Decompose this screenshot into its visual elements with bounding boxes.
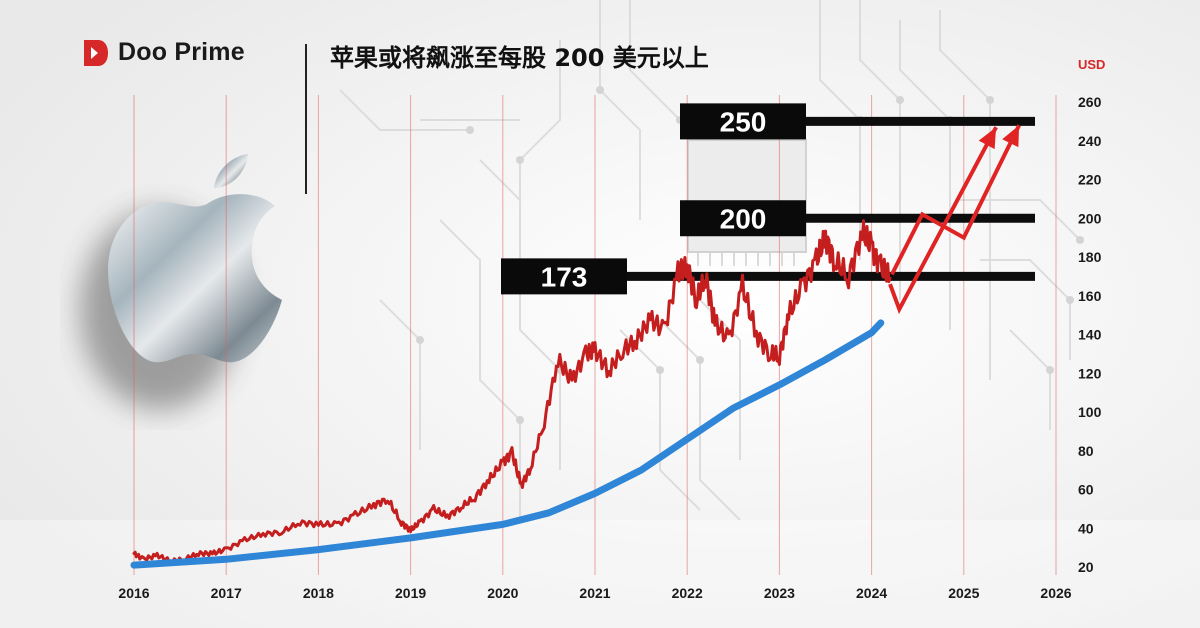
y-tick-label: 20: [1078, 559, 1094, 575]
y-unit-label: USD: [1078, 57, 1105, 72]
y-tick-label: 220: [1078, 172, 1102, 188]
header-divider: [305, 44, 307, 194]
trend-series-line: [130, 319, 885, 569]
y-tick-label: 240: [1078, 133, 1102, 149]
y-tick-label: 100: [1078, 404, 1102, 420]
y-tick-label: 40: [1078, 520, 1094, 536]
level-box-173: [501, 258, 627, 295]
apple-logo-image: [80, 154, 282, 410]
x-tick-label: 2019: [395, 585, 426, 601]
x-tick-label: 2016: [118, 585, 149, 601]
level-box-250: [680, 103, 806, 140]
projection-arrowhead-2: [1002, 125, 1020, 148]
x-tick-label: 2021: [579, 585, 610, 601]
y-tick-label: 80: [1078, 443, 1094, 459]
x-tick-label: 2022: [672, 585, 703, 601]
y-tick-label: 200: [1078, 210, 1102, 226]
x-tick-label: 2017: [211, 585, 242, 601]
y-tick-label: 260: [1078, 94, 1102, 110]
brand-name: Doo Prime: [118, 38, 245, 66]
page-title: 苹果或将飙涨至每股 200 美元以上: [330, 44, 709, 72]
level-label-250: 250: [720, 106, 767, 137]
projection-arrowhead-1: [978, 127, 997, 150]
level-box-200: [680, 200, 806, 237]
y-tick-label: 120: [1078, 365, 1102, 381]
x-tick-label: 2025: [948, 585, 979, 601]
brand: Doo Prime: [84, 38, 245, 67]
x-tick-label: 2026: [1040, 585, 1071, 601]
x-tick-label: 2020: [487, 585, 518, 601]
projection-arrow-2: [890, 124, 1021, 276]
level-label-200: 200: [720, 203, 767, 234]
y-tick-label: 140: [1078, 327, 1102, 343]
x-tick-label: 2024: [856, 585, 887, 601]
x-tick-label: 2018: [303, 585, 334, 601]
projection-arrow-1: [888, 126, 998, 315]
y-tick-label: 180: [1078, 249, 1102, 265]
y-tick-label: 60: [1078, 482, 1094, 498]
doo-prime-logo-icon: [84, 39, 108, 66]
price-series-line: [132, 219, 892, 565]
level-label-173: 173: [541, 261, 588, 292]
y-tick-label: 160: [1078, 288, 1102, 304]
x-tick-label: 2023: [764, 585, 795, 601]
